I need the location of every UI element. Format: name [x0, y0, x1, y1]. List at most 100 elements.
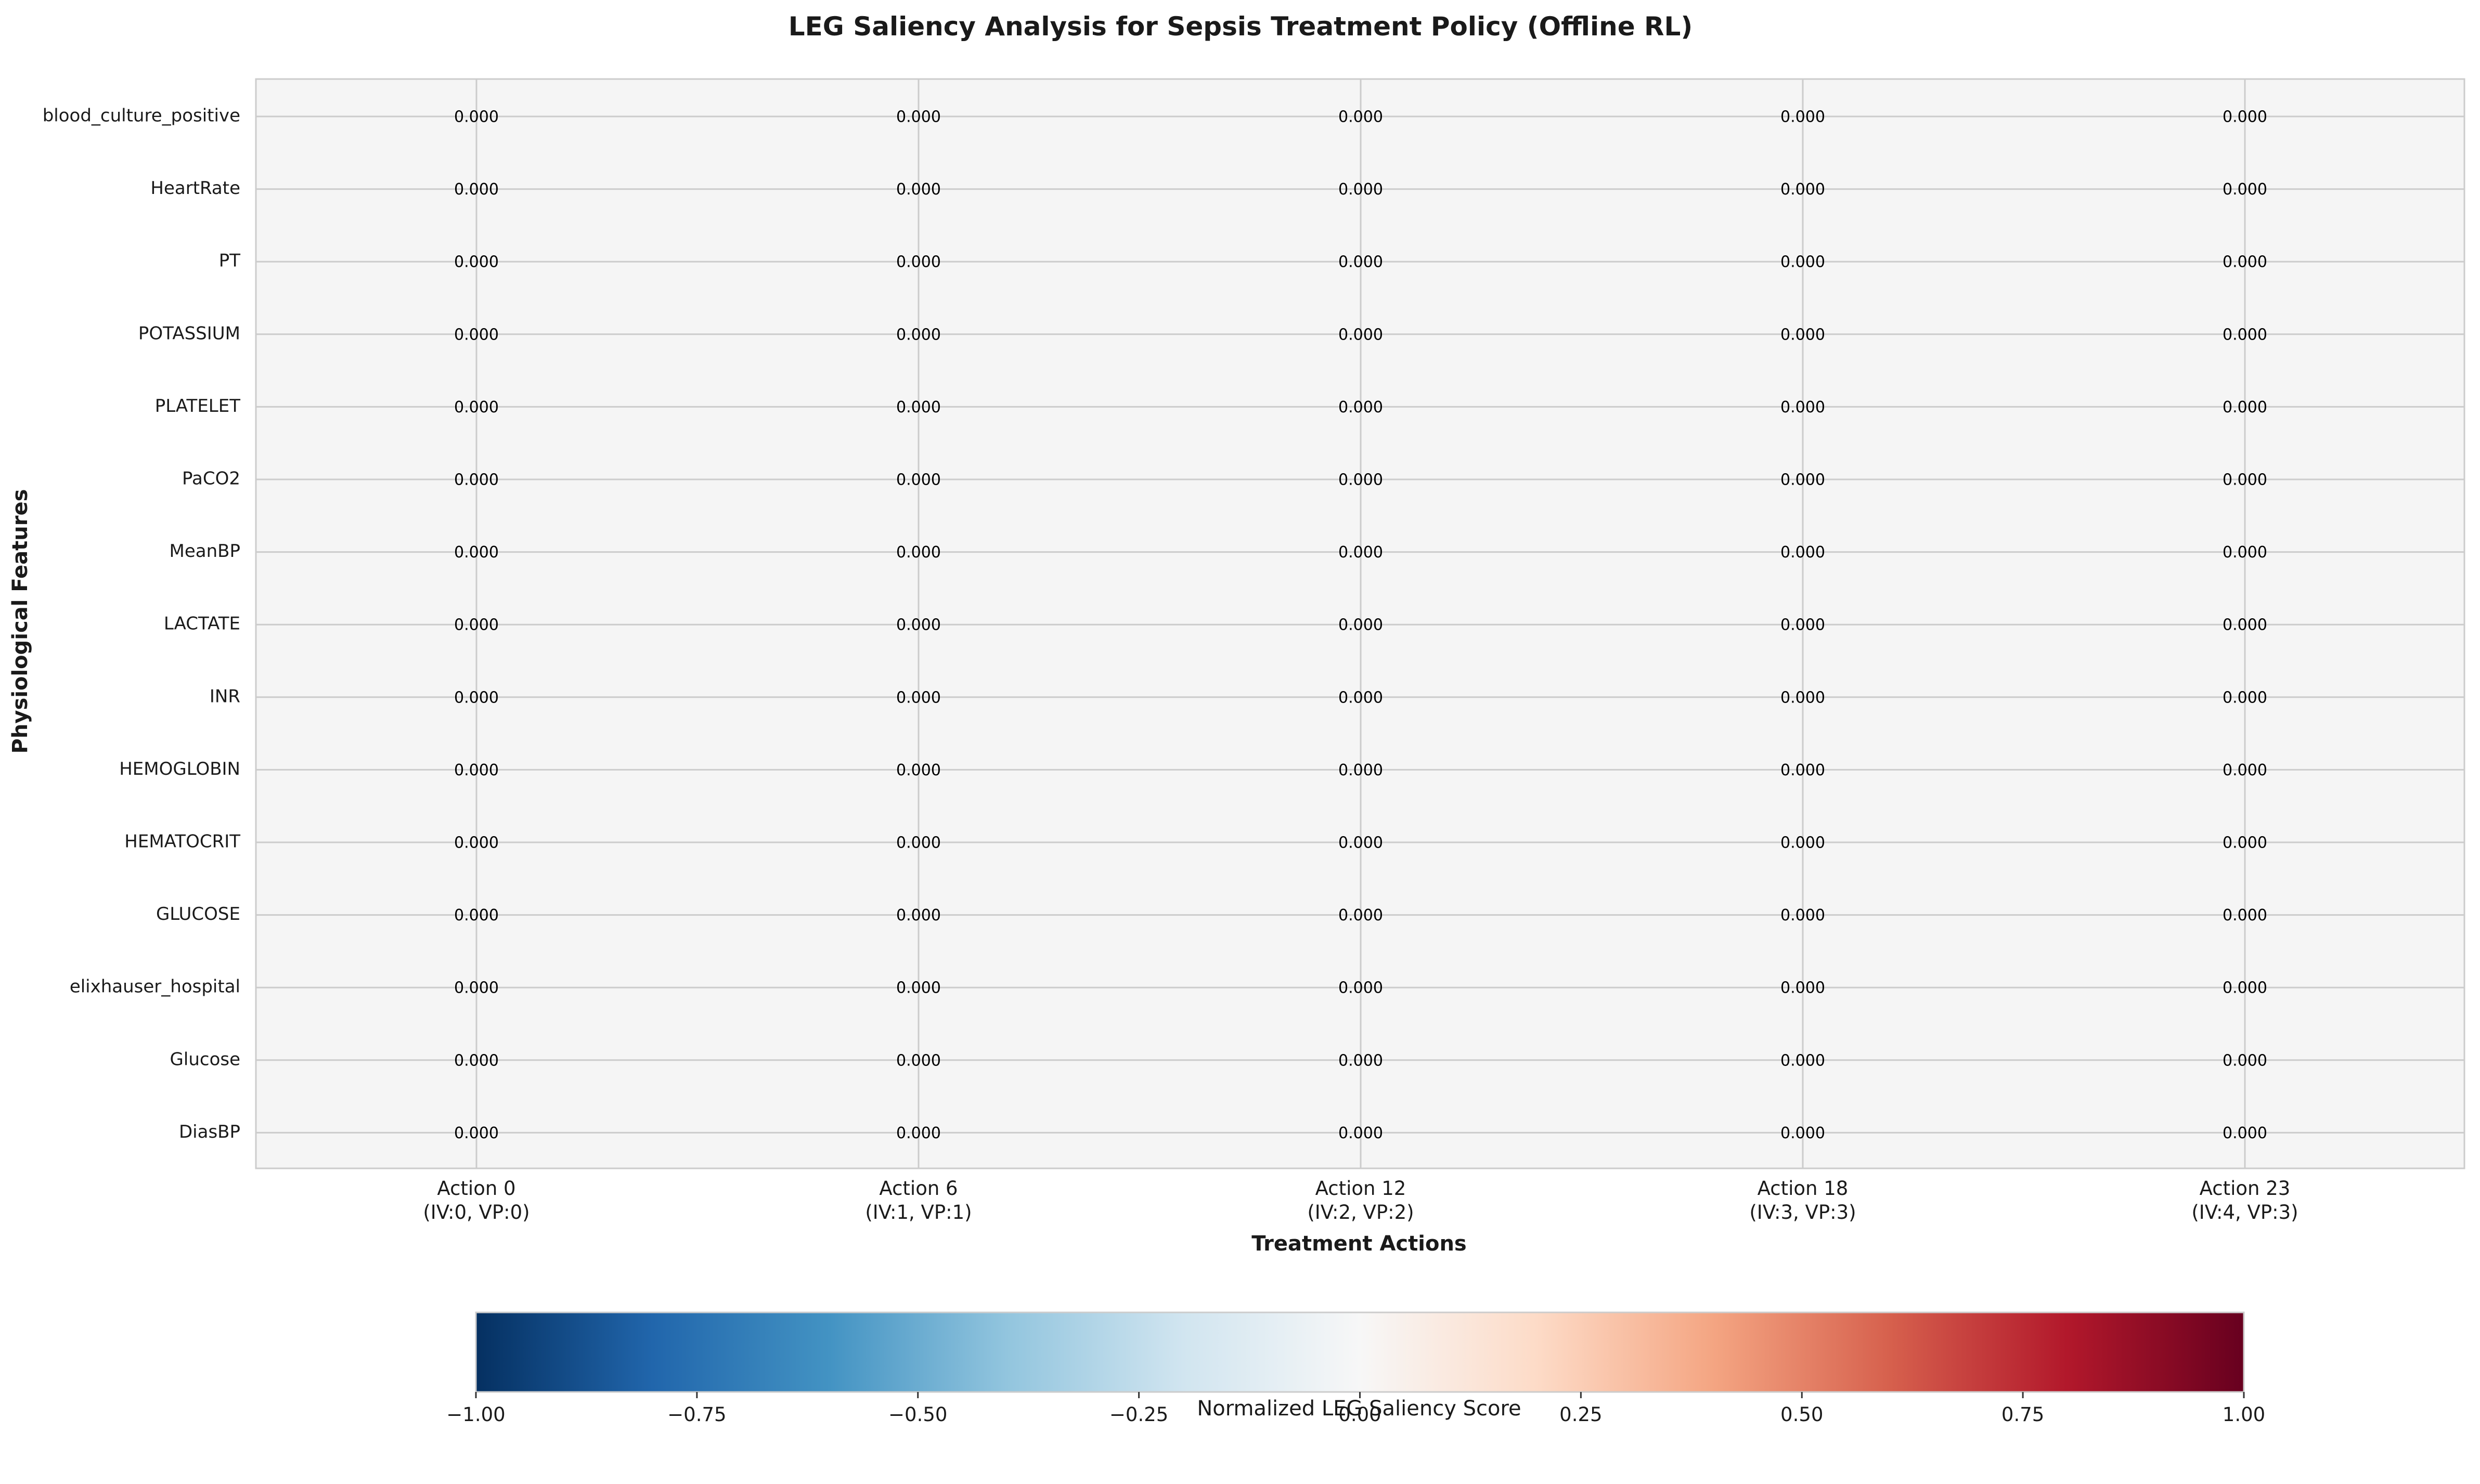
cell-value-label: 0.000: [896, 979, 941, 997]
cell-value-label: 0.000: [1338, 398, 1383, 416]
plot-area: 0.000 0.000 0.000 0.000 0.000 0.000 0.000 0.000…: [43, 78, 2465, 1223]
cell-value-label: 0.000: [1780, 326, 1825, 344]
x-tick-sublabel: (IV:0, VP:0): [423, 1201, 529, 1223]
cell-value-label: 0.000: [1338, 688, 1383, 707]
cell-value-label: 0.000: [1338, 616, 1383, 634]
cell-value-label: 0.000: [896, 326, 941, 344]
x-tick-sublabel: (IV:4, VP:3): [2191, 1201, 2298, 1223]
cell-value-label: 0.000: [1780, 543, 1825, 562]
cell-value-label: 0.000: [896, 398, 941, 416]
cell-value-label: 0.000: [2223, 834, 2267, 852]
cell-value-label: 0.000: [1338, 180, 1383, 199]
cell-value-label: 0.000: [1338, 1124, 1383, 1142]
cell-value-label: 0.000: [2223, 180, 2267, 199]
y-tick-label: PLATELET: [155, 396, 241, 416]
cell-value-label: 0.000: [2223, 253, 2267, 271]
y-tick-label: Glucose: [170, 1049, 240, 1070]
cell-value-label: 0.000: [896, 761, 941, 779]
y-tick-label: blood_culture_positive: [43, 106, 240, 126]
cell-value-label: 0.000: [1338, 979, 1383, 997]
cell-value-label: 0.000: [454, 326, 499, 344]
cell-value-label: 0.000: [2223, 543, 2267, 562]
cell-value-label: 0.000: [2223, 108, 2267, 126]
cell-value-label: 0.000: [1780, 979, 1825, 997]
cell-value-label: 0.000: [1338, 253, 1383, 271]
cell-value-label: 0.000: [454, 616, 499, 634]
colorbar-tick-label: −0.50: [888, 1403, 947, 1426]
plot-frame: [255, 78, 2465, 1169]
cell-value-label: 0.000: [2223, 906, 2267, 925]
cell-value-label: 0.000: [1780, 398, 1825, 416]
cell-value-label: 0.000: [454, 688, 499, 707]
cell-value-label: 0.000: [2223, 979, 2267, 997]
y-axis-label: Physiological Features: [8, 489, 32, 754]
cell-value-label: 0.000: [896, 471, 941, 489]
cell-value-label: 0.000: [896, 834, 941, 852]
cell-value-label: 0.000: [896, 688, 941, 707]
cell-value-label: 0.000: [1338, 1051, 1383, 1070]
cell-value-label: 0.000: [454, 543, 499, 562]
cell-value-label: 0.000: [896, 616, 941, 634]
cell-value-label: 0.000: [454, 108, 499, 126]
colorbar-tick-label: −0.75: [667, 1403, 726, 1426]
cell-value-label: 0.000: [2223, 688, 2267, 707]
x-tick-sublabel: (IV:3, VP:3): [1749, 1201, 1856, 1223]
cell-value-label: 0.000: [2223, 1051, 2267, 1070]
chart-title: LEG Saliency Analysis for Sepsis Treatme…: [789, 11, 1693, 42]
x-tick-label: Action 6: [879, 1177, 958, 1200]
cell-value-label: 0.000: [2223, 471, 2267, 489]
cell-value-label: 0.000: [454, 471, 499, 489]
cell-value-label: 0.000: [2223, 616, 2267, 634]
y-tick-label: PaCO2: [182, 468, 240, 489]
x-axis-label: Treatment Actions: [1251, 1232, 1466, 1256]
cell-value-label: 0.000: [1338, 906, 1383, 925]
cell-value-label: 0.000: [1338, 761, 1383, 779]
cell-value-label: 0.000: [454, 906, 499, 925]
cell-value-label: 0.000: [1780, 471, 1825, 489]
cell-value-label: 0.000: [896, 1051, 941, 1070]
colorbar-tick-label: 0.75: [2001, 1403, 2044, 1426]
y-tick-label: LACTATE: [164, 614, 240, 634]
y-tick-label: GLUCOSE: [156, 904, 240, 925]
y-tick-label: MeanBP: [170, 541, 240, 562]
cell-value-label: 0.000: [454, 398, 499, 416]
x-tick-label: Action 23: [2200, 1177, 2291, 1200]
colorbar-tick-label: 0.00: [1338, 1403, 1381, 1426]
cell-value-label: 0.000: [454, 761, 499, 779]
cell-value-label: 0.000: [2223, 326, 2267, 344]
cell-value-label: 0.000: [2223, 398, 2267, 416]
x-tick-label: Action 18: [1758, 1177, 1849, 1200]
y-tick-label: PT: [219, 251, 241, 271]
y-tick-label: HEMOGLOBIN: [119, 759, 240, 779]
cell-value-label: 0.000: [1780, 906, 1825, 925]
x-tick-sublabel: (IV:2, VP:2): [1307, 1201, 1414, 1223]
cell-value-label: 0.000: [1338, 543, 1383, 562]
cell-value-label: 0.000: [1780, 108, 1825, 126]
colorbar-tick-label: −1.00: [446, 1403, 505, 1426]
colorbar-tick-label: 0.50: [1780, 1403, 1823, 1426]
cell-value-label: 0.000: [1780, 253, 1825, 271]
cell-value-label: 0.000: [896, 1124, 941, 1142]
cell-value-label: 0.000: [896, 543, 941, 562]
cell-value-label: 0.000: [896, 253, 941, 271]
cell-value-label: 0.000: [454, 253, 499, 271]
colorbar: −1.00 −0.75 −0.50 −0.25 0.00 0.25 0.50 0.75 1.00: [446, 1311, 2265, 1426]
cell-value-label: 0.000: [454, 180, 499, 199]
colorbar-tick-label: −0.25: [1109, 1403, 1168, 1426]
colorbar-label: Normalized LEG Saliency Score: [1197, 1397, 1521, 1421]
y-tick-label: INR: [210, 686, 240, 707]
cell-value-label: 0.000: [1780, 834, 1825, 852]
colorbar-tick-label: 1.00: [2223, 1403, 2265, 1426]
cell-value-label: 0.000: [454, 979, 499, 997]
colorbar-tick-label: 0.25: [1559, 1403, 1602, 1426]
cell-value-label: 0.000: [1338, 108, 1383, 126]
x-tick-label: Action 0: [437, 1177, 515, 1200]
cell-value-label: 0.000: [454, 834, 499, 852]
cell-value-label: 0.000: [1780, 180, 1825, 199]
cell-value-label: 0.000: [896, 906, 941, 925]
y-tick-label: elixhauser_hospital: [70, 977, 240, 997]
cell-value-label: 0.000: [1338, 471, 1383, 489]
cell-value-label: 0.000: [2223, 1124, 2267, 1142]
cell-value-label: 0.000: [1780, 761, 1825, 779]
